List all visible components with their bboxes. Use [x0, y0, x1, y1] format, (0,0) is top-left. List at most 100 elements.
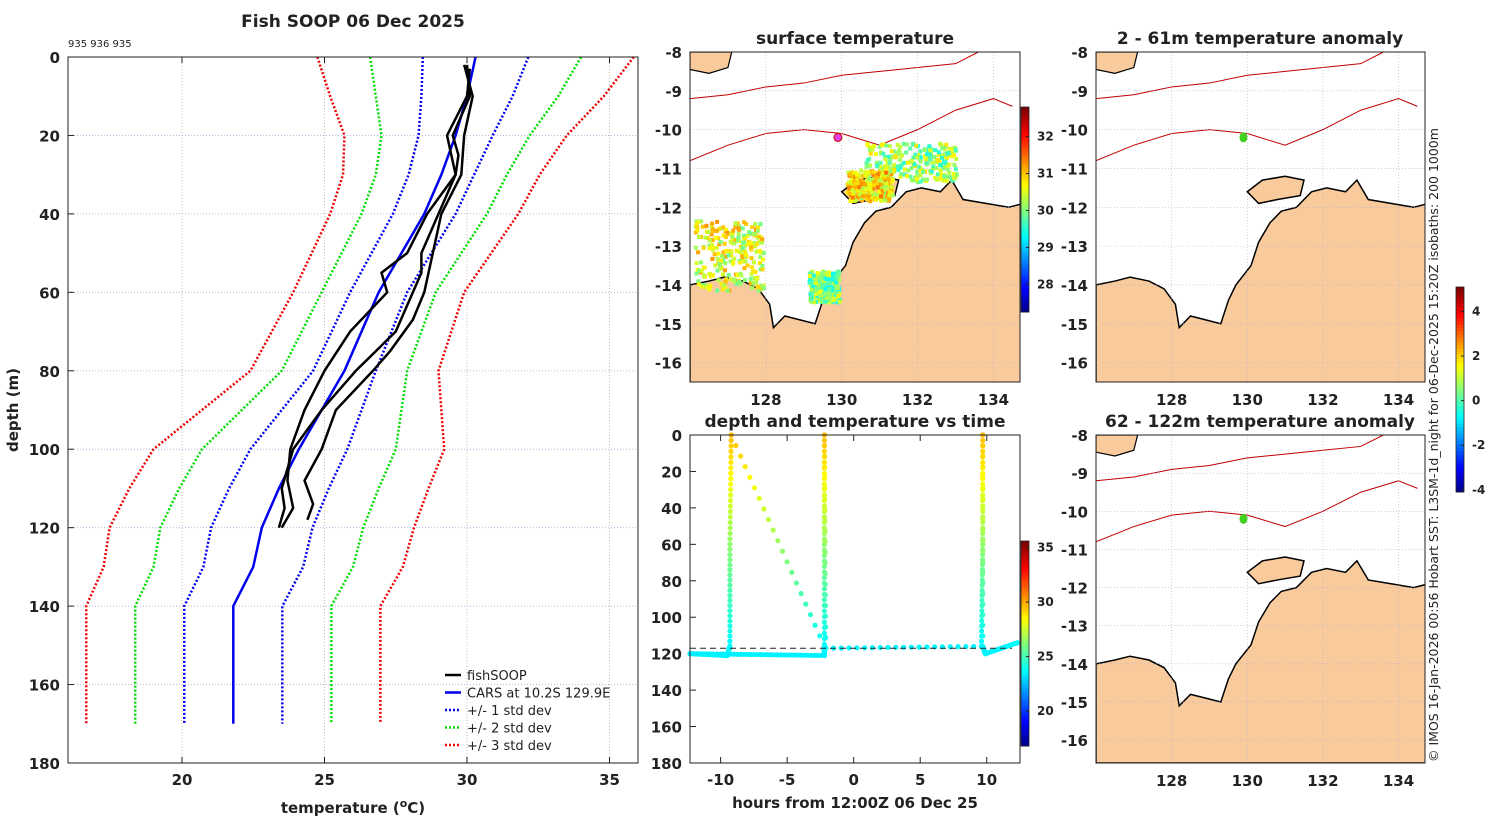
colorbar-segment	[1021, 171, 1029, 176]
lat-tick-label: -15	[1061, 694, 1088, 712]
sst-pixel	[889, 149, 894, 154]
x-tick-label: 0	[848, 771, 858, 789]
sst-pixel	[906, 168, 911, 173]
colorbar-tick-label: 35	[1037, 541, 1054, 555]
colorbar-segment	[1456, 427, 1464, 431]
colorbar-segment	[1456, 321, 1464, 326]
colorbar-segment	[1021, 687, 1029, 692]
sst-pixel	[911, 178, 916, 183]
colorbar-segment	[1021, 592, 1029, 597]
x-tick-label: 25	[314, 771, 335, 789]
colorbar-segment	[1021, 209, 1029, 214]
sst-pixel	[925, 152, 930, 157]
sst-pixel	[887, 160, 892, 165]
sst-pixel	[715, 268, 720, 273]
sst-pixel	[699, 260, 704, 265]
colorbar-tick-label: 25	[1037, 650, 1054, 664]
sst-pixel	[720, 287, 725, 292]
sst-pixel	[723, 279, 728, 284]
x-tick-label: -5	[779, 771, 796, 789]
sst-pixel	[696, 235, 701, 240]
y-tick-label: 120	[651, 646, 682, 664]
credit-text: © IMOS 16-Jan-2026 00:56 Hobart SST: L3S…	[1426, 128, 1441, 762]
sst-pixel	[936, 152, 941, 157]
sst-pixel	[717, 242, 722, 247]
colorbar-segment	[1456, 440, 1464, 445]
sst-pixel	[868, 170, 873, 175]
colorbar-segment	[1021, 202, 1029, 207]
colorbar-segment	[1456, 471, 1464, 476]
sst-pixel	[718, 239, 723, 244]
sst-pixel	[694, 271, 699, 276]
sst-pixel	[915, 169, 920, 174]
colorbar-segment	[1021, 561, 1029, 566]
sst-pixel	[749, 271, 754, 276]
sst-pixel	[694, 261, 699, 266]
colorbar-segment	[1021, 120, 1029, 125]
legend-item: +/- 2 std dev	[467, 722, 552, 737]
sst-pixel	[696, 279, 701, 284]
colorbar-segment	[1456, 468, 1464, 472]
sst-pixel	[892, 162, 897, 167]
sst-pixel	[884, 170, 889, 175]
x-tick-label: 30	[457, 771, 478, 789]
sst-pixel	[898, 174, 903, 179]
sst-pixel	[834, 280, 839, 285]
lon-tick-label: 130	[826, 391, 857, 409]
sst-pixel	[818, 278, 823, 283]
sst-pixel	[881, 151, 886, 156]
colorbar-segment	[1021, 650, 1029, 655]
sst-pixel	[702, 284, 707, 289]
colorbar-segment	[1021, 291, 1029, 296]
legend-item: fishSOOP	[467, 669, 527, 684]
sst-pixel	[871, 192, 876, 197]
sst-pixel	[716, 251, 721, 256]
colorbar-segment	[1021, 691, 1029, 696]
sst-pixel	[706, 230, 711, 235]
colorbar-segment	[1021, 158, 1029, 163]
lat-tick-label: -11	[1061, 160, 1088, 178]
sst-pixel	[934, 160, 939, 165]
colorbar-segment	[1456, 358, 1464, 363]
track-point	[908, 644, 914, 650]
sst-pixel	[884, 195, 889, 200]
sst-pixel	[895, 142, 900, 147]
track-point	[980, 541, 986, 547]
sst-pixel	[870, 147, 875, 152]
lat-tick-label: -14	[1061, 656, 1088, 674]
sst-pixel	[874, 174, 879, 179]
sst-pixel	[873, 183, 878, 188]
track-point	[980, 580, 986, 586]
fishsoop-profile-line	[280, 68, 472, 529]
sst-pixel	[863, 182, 868, 187]
sst-pixel	[861, 185, 866, 190]
sst-pixel	[715, 256, 720, 261]
track-point	[980, 453, 986, 459]
sst-pixel	[826, 272, 831, 277]
sst-pixel	[809, 287, 814, 292]
sst-pixel	[808, 274, 813, 279]
track-point	[822, 549, 828, 555]
track-point	[821, 464, 828, 470]
sst-pixel	[736, 226, 741, 231]
colorbar-segment	[1456, 341, 1464, 346]
sst-pixel	[760, 267, 765, 272]
sst-pixel	[742, 233, 747, 238]
sst-pixel	[848, 198, 853, 203]
track-point	[980, 485, 986, 491]
colorbar-segment	[1456, 324, 1464, 329]
sst-pixel	[865, 180, 870, 185]
lon-tick-label: 128	[1156, 391, 1187, 409]
sst-pixel	[761, 257, 766, 262]
track-point	[779, 548, 786, 554]
track-point	[727, 514, 733, 520]
sst-pixel	[748, 231, 753, 236]
sst-pixel	[925, 156, 930, 161]
track-point	[980, 622, 986, 628]
sst-pixel	[886, 191, 891, 196]
sst-pixel	[859, 168, 864, 173]
timor-land	[690, 52, 733, 74]
colorbar-segment	[1456, 334, 1464, 339]
sst-pixel	[828, 298, 833, 303]
lat-tick-label: -13	[655, 238, 682, 256]
